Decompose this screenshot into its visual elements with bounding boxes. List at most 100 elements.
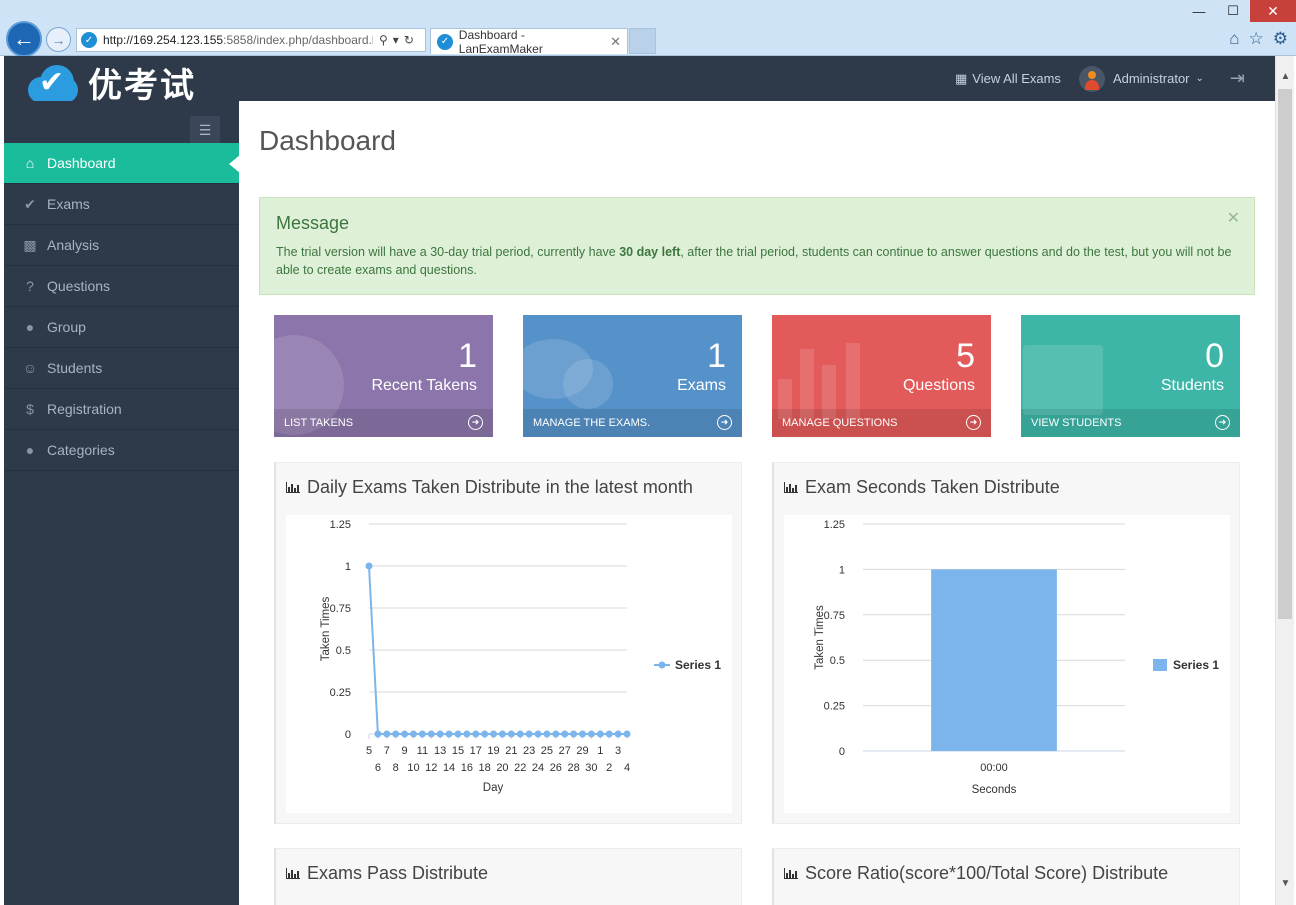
user-icon: ☺ xyxy=(22,360,38,376)
x-tick-label: 17 xyxy=(470,745,482,757)
search-refresh-icon[interactable]: ⚲▾↻ xyxy=(379,33,419,47)
x-tick-label: 16 xyxy=(461,762,473,774)
data-point xyxy=(409,730,417,738)
scroll-down-icon[interactable]: ▼ xyxy=(1280,877,1291,889)
data-point xyxy=(614,730,622,738)
data-point xyxy=(445,730,453,738)
tab-title: Dashboard - LanExamMaker xyxy=(458,27,543,56)
main-content: Dashboard Message The trial version will… xyxy=(239,101,1275,905)
users-icon: ● xyxy=(25,319,35,335)
data-point xyxy=(561,730,569,738)
sidebar-item-analysis[interactable]: ▩ Analysis xyxy=(4,225,239,266)
logo[interactable]: ✔ 优考试 xyxy=(26,58,196,107)
line-chart-area: 1.25 1 0.75 0.5 0.25 0 Taken Times 5 6 7 8 9 10 11 12 1… xyxy=(286,515,732,813)
y-tick-label: 0.5 xyxy=(336,645,351,657)
data-point xyxy=(596,730,604,738)
score-ratio-chart-panel: Score Ratio(score*100/Total Score) Distr… xyxy=(772,848,1240,905)
y-tick-label: 0.75 xyxy=(824,610,845,622)
view-students-link[interactable]: VIEW STUDENTS ➜ xyxy=(1021,409,1240,437)
daily-exams-chart-panel: Daily Exams Taken Distribute in the late… xyxy=(274,462,742,824)
x-tick-label: 28 xyxy=(567,762,579,774)
y-tick-label: 0.75 xyxy=(330,603,351,615)
sidebar-item-group[interactable]: ● Group xyxy=(4,307,239,348)
browser-tab[interactable]: ✓ Dashboard - LanExamMaker ✕ xyxy=(430,27,628,56)
x-tick-label: 30 xyxy=(585,762,597,774)
stat-card-questions[interactable]: 5 Questions MANAGE QUESTIONS ➜ xyxy=(772,315,991,437)
y-tick-label: 0 xyxy=(839,746,845,758)
data-point xyxy=(374,730,382,738)
manage-exams-link[interactable]: MANAGE THE EXAMS. ➜ xyxy=(523,409,742,437)
sidebar-item-questions[interactable]: ? Questions xyxy=(4,266,239,307)
x-tick-label: 23 xyxy=(523,745,535,757)
app-header: ✔ 优考试 ▦ View All Exams Administrator ⌄ ⇥ xyxy=(4,56,1275,106)
cloud-check-logo-icon: ✔ xyxy=(26,63,84,103)
logo-text: 优考试 xyxy=(88,66,196,106)
x-tick-label: 4 xyxy=(624,762,630,774)
address-url[interactable]: http://169.254.123.155:5858/index.php/da… xyxy=(103,33,373,47)
data-point xyxy=(392,730,400,738)
list-takens-link[interactable]: LIST TAKENS ➜ xyxy=(274,409,493,437)
alert-heading: Message xyxy=(276,213,350,233)
x-tick-label: 25 xyxy=(541,745,553,757)
bar-chart-icon xyxy=(784,482,798,493)
view-all-exams-label: View All Exams xyxy=(972,71,1061,86)
minimize-icon[interactable]: — xyxy=(1192,3,1206,19)
window-close-icon[interactable]: ✕ xyxy=(1250,0,1296,22)
chevron-down-icon: ⌄ xyxy=(1195,73,1204,84)
user-menu[interactable]: Administrator ⌄ xyxy=(1078,65,1204,92)
sidebar-item-registration[interactable]: $ Registration xyxy=(4,389,239,430)
forward-button[interactable]: → xyxy=(46,27,71,52)
x-tick-label: 11 xyxy=(417,745,428,757)
bar-chart-icon xyxy=(784,868,798,879)
settings-gear-icon[interactable]: ⚙ xyxy=(1272,29,1288,48)
data-point xyxy=(587,730,595,738)
data-point xyxy=(383,730,391,738)
favorites-star-icon[interactable]: ☆ xyxy=(1248,29,1264,48)
data-point xyxy=(543,730,551,738)
x-tick-label: 19 xyxy=(487,745,499,757)
data-point xyxy=(436,730,444,738)
window-controls: — ☐ ✕ xyxy=(1182,0,1296,22)
data-point xyxy=(525,730,533,738)
y-tick-label: 0.25 xyxy=(330,687,351,699)
home-icon[interactable]: ⌂ xyxy=(1229,29,1240,48)
arrow-right-circle-icon: ➜ xyxy=(966,415,981,430)
manage-questions-link[interactable]: MANAGE QUESTIONS ➜ xyxy=(772,409,991,437)
scroll-up-icon[interactable]: ▲ xyxy=(1280,70,1291,82)
scrollbar-thumb[interactable] xyxy=(1278,89,1292,619)
x-tick-label: 26 xyxy=(550,762,562,774)
panel-title: Score Ratio(score*100/Total Score) Distr… xyxy=(805,863,1169,883)
address-bar[interactable]: ✓ http://169.254.123.155:5858/index.php/… xyxy=(76,28,426,52)
view-all-exams-link[interactable]: ▦ View All Exams xyxy=(955,71,1061,87)
vertical-scrollbar[interactable]: ▲ ▼ xyxy=(1275,56,1294,905)
exam-seconds-chart-panel: Exam Seconds Taken Distribute 1.25 1 0.75 0… xyxy=(772,462,1240,824)
data-point xyxy=(498,730,506,738)
sidebar-item-categories[interactable]: ● Categories xyxy=(4,430,239,471)
y-axis-title: Taken Times xyxy=(320,596,332,661)
maximize-icon[interactable]: ☐ xyxy=(1227,3,1239,18)
data-point xyxy=(481,730,489,738)
panel-title: Exam Seconds Taken Distribute xyxy=(805,477,1060,497)
users-icon xyxy=(1023,345,1103,415)
x-tick-label: 10 xyxy=(407,762,419,774)
x-tick-label: 00:00 xyxy=(980,762,1008,774)
sidebar-item-dashboard[interactable]: ⌂ Dashboard xyxy=(4,143,240,184)
new-tab-button[interactable] xyxy=(629,28,656,54)
back-button[interactable]: ← xyxy=(6,21,42,57)
panel-title: Exams Pass Distribute xyxy=(307,863,489,883)
sidebar-item-students[interactable]: ☺ Students xyxy=(4,348,239,389)
data-point xyxy=(570,730,578,738)
x-tick-label: 5 xyxy=(366,745,372,757)
x-tick-label: 12 xyxy=(425,762,437,774)
stat-card-students[interactable]: 0 Students VIEW STUDENTS ➜ xyxy=(1021,315,1240,437)
sidebar-toggle-button[interactable]: ☰ xyxy=(190,116,220,144)
data-point xyxy=(534,730,542,738)
tab-close-icon[interactable]: ✕ xyxy=(610,33,621,49)
x-tick-label: 15 xyxy=(452,745,464,757)
stat-card-exams[interactable]: 1 Exams MANAGE THE EXAMS. ➜ xyxy=(523,315,742,437)
sidebar-item-exams[interactable]: ✔ Exams xyxy=(4,184,239,225)
stat-card-recent-takens[interactable]: 1 Recent Takens LIST TAKENS ➜ xyxy=(274,315,493,437)
alert-close-icon[interactable]: ✕ xyxy=(1226,210,1240,227)
arrow-right-circle-icon: ➜ xyxy=(1215,415,1230,430)
logout-icon[interactable]: ⇥ xyxy=(1229,68,1245,88)
